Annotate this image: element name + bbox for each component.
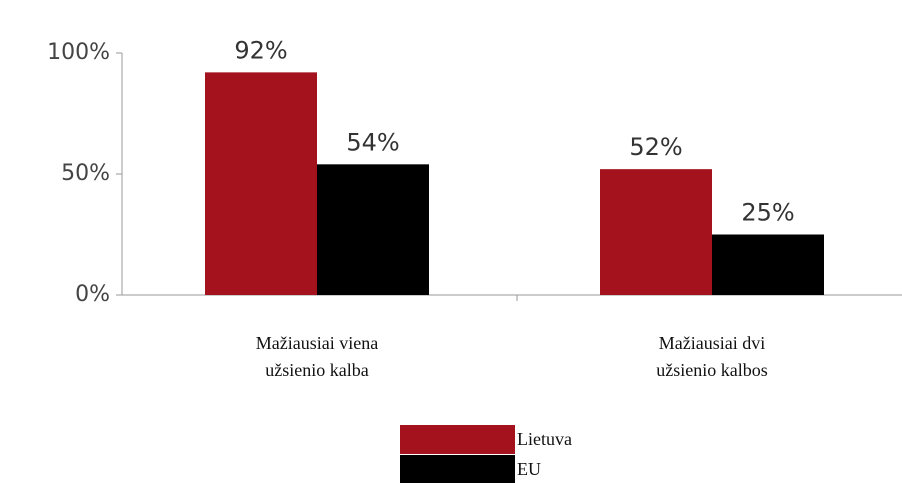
y-tick-label: 50%	[61, 161, 110, 186]
y-tick-label: 0%	[75, 282, 110, 307]
value-label: 54%	[346, 128, 399, 156]
bar	[205, 72, 317, 295]
value-label: 52%	[629, 133, 682, 161]
value-label: 25%	[741, 199, 794, 227]
value-label: 92%	[234, 36, 287, 64]
x-tick-label: Mažiausiai viena užsienio kalba	[255, 333, 379, 380]
y-tick-label: 100%	[47, 40, 110, 65]
legend-swatch	[400, 425, 515, 454]
legend-swatch	[400, 455, 515, 483]
bar	[317, 164, 429, 295]
bar	[712, 234, 824, 295]
legend-label: Lietuva	[517, 429, 572, 449]
x-tick-label: Mažiausiai dvi užsienio kalbos	[656, 333, 768, 380]
bar	[600, 169, 712, 295]
legend-label: EU	[517, 459, 541, 479]
